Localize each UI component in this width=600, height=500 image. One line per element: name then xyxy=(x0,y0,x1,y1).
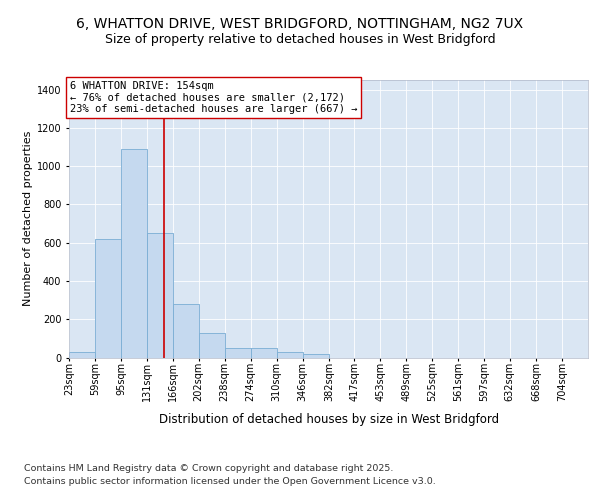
Text: 6 WHATTON DRIVE: 154sqm
← 76% of detached houses are smaller (2,172)
23% of semi: 6 WHATTON DRIVE: 154sqm ← 76% of detache… xyxy=(70,81,357,114)
Bar xyxy=(251,348,277,358)
Bar xyxy=(199,332,224,357)
Bar xyxy=(121,149,147,358)
Y-axis label: Number of detached properties: Number of detached properties xyxy=(23,131,32,306)
Bar xyxy=(303,354,329,358)
Text: Contains public sector information licensed under the Open Government Licence v3: Contains public sector information licen… xyxy=(24,478,436,486)
Bar xyxy=(277,352,303,358)
Text: Distribution of detached houses by size in West Bridgford: Distribution of detached houses by size … xyxy=(159,412,499,426)
Text: Contains HM Land Registry data © Crown copyright and database right 2025.: Contains HM Land Registry data © Crown c… xyxy=(24,464,394,473)
Bar xyxy=(147,233,173,358)
Text: 6, WHATTON DRIVE, WEST BRIDGFORD, NOTTINGHAM, NG2 7UX: 6, WHATTON DRIVE, WEST BRIDGFORD, NOTTIN… xyxy=(76,18,524,32)
Bar xyxy=(224,348,251,358)
Bar xyxy=(69,352,95,358)
Bar xyxy=(95,239,121,358)
Text: Size of property relative to detached houses in West Bridgford: Size of property relative to detached ho… xyxy=(104,32,496,46)
Bar xyxy=(173,304,199,358)
